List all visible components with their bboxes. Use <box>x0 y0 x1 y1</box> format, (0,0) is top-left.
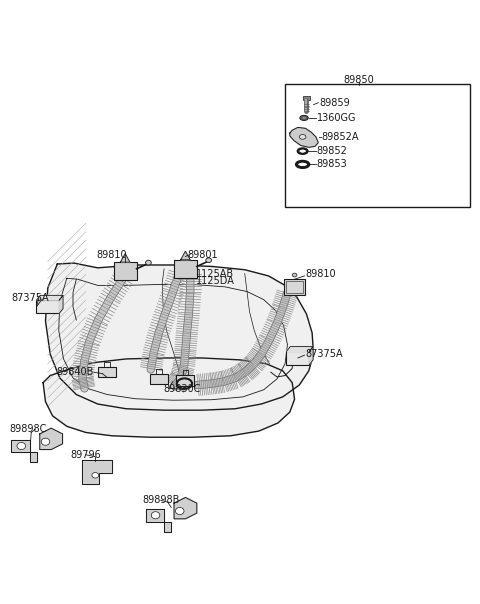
Bar <box>286 281 303 293</box>
Ellipse shape <box>300 135 306 140</box>
Ellipse shape <box>176 507 184 515</box>
Text: 1125AB: 1125AB <box>196 269 234 280</box>
Polygon shape <box>287 347 313 352</box>
Polygon shape <box>36 295 63 300</box>
Ellipse shape <box>41 438 50 445</box>
Text: 89796: 89796 <box>71 450 101 460</box>
Text: 87375A: 87375A <box>305 349 343 359</box>
Ellipse shape <box>300 115 308 121</box>
Bar <box>114 262 137 280</box>
Text: 1125DA: 1125DA <box>196 276 235 286</box>
Ellipse shape <box>145 260 151 265</box>
Text: 89852: 89852 <box>317 146 348 156</box>
Ellipse shape <box>206 258 212 263</box>
Bar <box>287 352 309 365</box>
Text: 89810: 89810 <box>96 249 127 260</box>
Text: 89898B: 89898B <box>142 495 180 506</box>
Polygon shape <box>290 127 318 147</box>
Text: 89898C: 89898C <box>10 424 47 434</box>
Ellipse shape <box>302 117 306 119</box>
Text: 87375A: 87375A <box>12 293 49 303</box>
Bar <box>150 374 168 384</box>
Polygon shape <box>174 498 197 519</box>
Bar <box>36 300 59 313</box>
Polygon shape <box>43 358 295 437</box>
Polygon shape <box>180 251 190 260</box>
Bar <box>284 279 305 295</box>
Text: 89852A: 89852A <box>322 132 359 142</box>
Bar <box>177 375 194 385</box>
Ellipse shape <box>151 512 160 519</box>
Polygon shape <box>59 295 63 313</box>
Text: 89830C: 89830C <box>163 384 201 394</box>
Bar <box>98 367 116 378</box>
Ellipse shape <box>300 162 306 166</box>
Text: 89859: 89859 <box>320 98 350 108</box>
Polygon shape <box>309 347 313 365</box>
Polygon shape <box>46 263 313 410</box>
Ellipse shape <box>17 443 25 449</box>
Bar <box>174 260 197 278</box>
Bar <box>303 95 310 100</box>
Polygon shape <box>40 428 62 449</box>
Ellipse shape <box>92 472 99 478</box>
Text: 1360GG: 1360GG <box>317 113 356 123</box>
Polygon shape <box>12 440 37 463</box>
Polygon shape <box>145 509 171 532</box>
Polygon shape <box>120 254 130 262</box>
Polygon shape <box>82 460 112 484</box>
Text: 89850: 89850 <box>343 75 374 85</box>
Bar <box>285 84 470 207</box>
Text: 89853: 89853 <box>317 159 348 169</box>
Text: 89801: 89801 <box>188 249 218 260</box>
Text: 89840B: 89840B <box>57 367 94 378</box>
Text: 89810: 89810 <box>305 269 336 280</box>
Ellipse shape <box>292 273 297 277</box>
Ellipse shape <box>300 150 305 153</box>
